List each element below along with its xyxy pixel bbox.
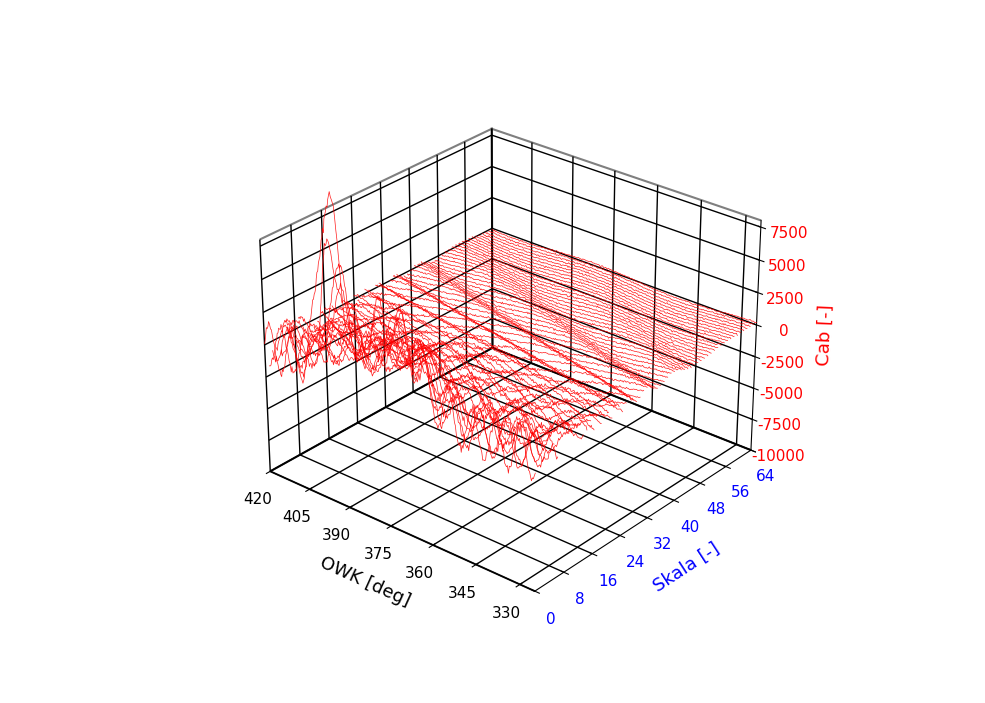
X-axis label: OWK [deg]: OWK [deg] [316,554,413,611]
Y-axis label: Skala [-]: Skala [-] [650,539,723,595]
